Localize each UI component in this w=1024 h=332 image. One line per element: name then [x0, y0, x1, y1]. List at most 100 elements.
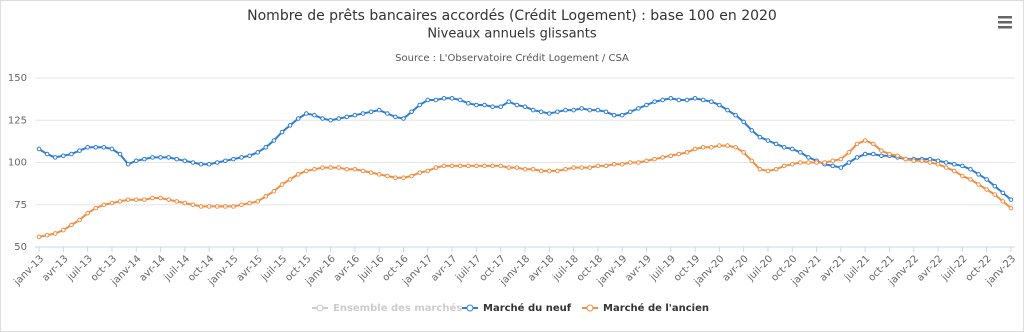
legend-marker [466, 304, 474, 312]
point-marker [895, 153, 900, 159]
point-marker [117, 199, 123, 204]
point-marker [166, 155, 171, 160]
point-marker [474, 163, 479, 169]
point-marker [627, 160, 633, 165]
point-marker [214, 160, 220, 165]
point-marker [93, 144, 99, 150]
point-marker [830, 158, 836, 164]
point-marker [304, 168, 309, 174]
point-marker [571, 165, 576, 170]
chart-subtitle: Niveaux annuels glissants [427, 27, 597, 42]
point-marker [417, 170, 423, 175]
point-marker [781, 163, 787, 169]
point-marker [976, 182, 981, 187]
legend-item[interactable]: Marché de l'ancien [582, 302, 709, 314]
point-marker [263, 194, 269, 199]
legend-item[interactable]: Marché du neuf [462, 302, 572, 314]
point-marker [101, 202, 107, 208]
point-marker [182, 158, 188, 164]
point-marker [660, 97, 665, 103]
point-marker [798, 160, 803, 165]
point-marker [52, 231, 58, 236]
y-tick-label: 50 [14, 242, 27, 253]
point-marker [44, 232, 50, 238]
point-marker [1008, 205, 1014, 211]
point-marker [676, 97, 682, 103]
point-marker [457, 97, 463, 103]
point-marker [441, 163, 447, 169]
point-marker [1000, 190, 1006, 196]
point-marker [846, 150, 852, 155]
legend-item[interactable]: Ensemble des marchés [312, 302, 462, 314]
point-marker [279, 129, 285, 135]
point-marker [765, 138, 771, 143]
menu-button[interactable] [998, 16, 1012, 29]
point-marker [425, 97, 431, 103]
point-marker [490, 163, 495, 169]
legend-marker [316, 304, 324, 312]
point-marker [125, 161, 131, 167]
point-marker [433, 165, 439, 170]
point-marker [773, 166, 779, 172]
point-marker [441, 95, 447, 101]
point-marker [344, 114, 350, 120]
point-marker [668, 153, 674, 159]
point-marker [927, 160, 933, 165]
point-marker [117, 151, 123, 157]
y-tick-label: 150 [8, 73, 27, 84]
point-marker [255, 150, 261, 155]
point-marker [943, 165, 949, 170]
point-marker [417, 102, 423, 108]
point-marker [806, 155, 811, 160]
point-marker [684, 97, 690, 103]
point-marker [725, 107, 730, 113]
point-marker [789, 146, 795, 152]
point-marker [263, 144, 269, 150]
point-marker [879, 153, 884, 159]
point-marker [376, 172, 382, 177]
point-marker [44, 151, 50, 157]
point-marker [968, 166, 973, 172]
point-marker [101, 144, 107, 150]
point-marker [482, 102, 487, 108]
legend-label: Ensemble des marchés [333, 302, 462, 314]
point-marker [717, 102, 722, 108]
point-marker [77, 148, 82, 153]
point-marker [231, 204, 236, 209]
point-marker [765, 168, 771, 174]
point-marker [862, 151, 868, 157]
point-marker [239, 202, 244, 208]
point-marker [741, 150, 746, 155]
point-marker [522, 104, 528, 110]
point-marker [214, 204, 220, 209]
point-marker [636, 160, 641, 165]
point-marker [174, 156, 180, 162]
point-marker [433, 97, 439, 103]
point-marker [725, 143, 730, 148]
point-marker [943, 160, 949, 165]
point-marker [587, 165, 593, 170]
point-marker [838, 165, 844, 170]
point-marker [150, 155, 155, 160]
point-marker [498, 163, 504, 169]
point-marker [385, 173, 390, 179]
point-marker [700, 144, 706, 150]
point-marker [223, 158, 228, 164]
point-marker [846, 160, 852, 165]
point-marker [538, 109, 544, 115]
point-marker [255, 199, 261, 204]
point-marker [879, 148, 884, 153]
point-marker [854, 155, 860, 160]
point-marker [506, 99, 512, 104]
point-marker [976, 172, 981, 177]
point-marker [1000, 199, 1006, 204]
point-marker [862, 138, 868, 143]
point-marker [287, 123, 293, 128]
point-marker [644, 102, 649, 108]
point-marker [603, 163, 609, 169]
point-marker [385, 111, 390, 116]
point-marker [482, 163, 487, 169]
point-marker [409, 173, 414, 179]
point-marker [336, 116, 342, 121]
